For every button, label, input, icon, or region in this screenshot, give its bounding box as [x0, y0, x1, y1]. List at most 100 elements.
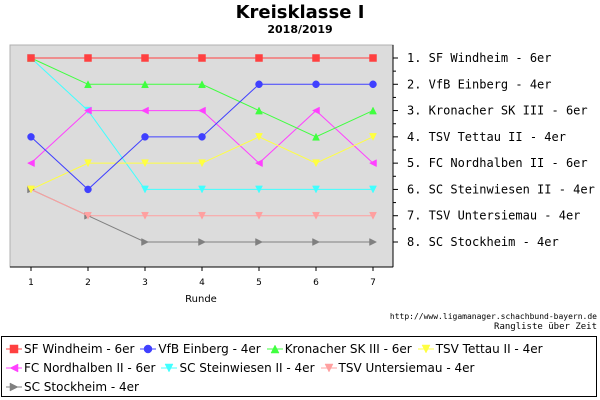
series-layer — [26, 53, 378, 246]
data-point — [140, 106, 149, 115]
data-point — [198, 185, 206, 194]
data-point — [369, 54, 377, 62]
legend-item: Kronacher SK III - 6er — [266, 342, 412, 356]
data-point — [141, 238, 150, 246]
legend-marker — [9, 344, 19, 354]
data-point — [198, 80, 206, 89]
data-point — [255, 54, 263, 62]
data-point — [255, 211, 263, 220]
data-point — [198, 54, 206, 62]
x-tick-label: 5 — [256, 278, 262, 288]
legend-label: FC Nordhalben II - 6er — [24, 361, 156, 375]
data-point — [312, 132, 320, 141]
data-point — [255, 106, 263, 115]
series-3 — [27, 53, 377, 141]
legend-marker — [144, 344, 153, 354]
standing-label: 6. SC Steinwiesen II - 4er — [407, 182, 595, 196]
data-point — [141, 159, 149, 168]
series-4 — [27, 133, 377, 194]
legend-symbol — [140, 344, 157, 354]
data-point — [369, 211, 377, 220]
x-tick-label: 4 — [199, 278, 205, 288]
x-tick-label: 6 — [313, 278, 319, 288]
data-point — [84, 185, 92, 194]
standing-label: 5. FC Nordhalben II - 6er — [407, 156, 588, 170]
legend-symbol — [6, 363, 22, 373]
legend-item: FC Nordhalben II - 6er — [6, 361, 155, 375]
data-point — [84, 54, 92, 62]
data-point — [141, 54, 149, 62]
legend: SF Windheim - 6er VfB Einberg - 4er Kronac… — [1, 336, 597, 397]
standing-label: 4. TSV Tettau II - 4er — [407, 130, 566, 144]
source-url[interactable]: http://www.ligamanager.schachbund-bayern… — [389, 312, 597, 321]
legend-label: SF Windheim - 6er — [24, 342, 135, 356]
data-point — [369, 133, 377, 141]
x-tick-label: 3 — [142, 278, 148, 288]
legend-item: VfB Einberg - 4er — [140, 342, 261, 356]
data-point — [197, 106, 206, 115]
legend-symbol — [417, 344, 434, 354]
legend-marker — [270, 344, 280, 354]
data-point — [312, 211, 320, 220]
legend-label: SC Steinwiesen II - 4er — [179, 361, 315, 375]
data-point — [255, 238, 264, 246]
standings-list: 1. SF Windheim - 6er 2. VfB Einberg - 4er… — [407, 51, 595, 249]
data-point — [141, 211, 149, 220]
data-point — [198, 211, 206, 220]
data-point — [254, 159, 263, 168]
data-point — [198, 133, 206, 141]
data-point — [141, 80, 149, 89]
line-chart: 1 2 3 4 5 6 7 1. SF Windheim - 6er 2. VfB Einbe… — [9, 44, 595, 305]
x-axis-label: Runde — [185, 294, 217, 305]
data-point — [198, 159, 206, 168]
data-point — [141, 133, 149, 141]
data-point — [141, 185, 149, 194]
data-point — [312, 159, 320, 168]
data-point — [27, 185, 35, 194]
chart-title: Kreisklasse I — [235, 2, 365, 23]
data-point — [26, 159, 35, 168]
standing-label: 3. Kronacher SK III - 6er — [407, 104, 588, 118]
legend-row: SF Windheim - 6er VfB Einberg - 4er Kronac… — [6, 339, 549, 359]
data-point — [27, 133, 35, 141]
data-point — [369, 185, 377, 194]
data-point — [255, 185, 263, 194]
x-tick-label: 2 — [85, 278, 91, 288]
legend-symbol — [6, 344, 22, 354]
legend-label: VfB Einberg - 4er — [158, 342, 261, 356]
data-point — [27, 54, 35, 62]
data-point — [83, 106, 92, 115]
data-point — [311, 106, 320, 115]
ranking-over-time-link[interactable]: Rangliste über Zeit — [494, 322, 597, 332]
legend-marker — [9, 363, 19, 373]
standing-label: 7. TSV Untersiemau - 4er — [407, 209, 580, 223]
data-point — [84, 159, 92, 168]
chart-subtitle: 2018/2019 — [267, 23, 333, 36]
plot-area — [9, 44, 394, 268]
legend-item: TSV Tettau II - 4er — [417, 342, 543, 356]
data-point — [255, 133, 263, 141]
data-point — [369, 106, 377, 115]
axes: 1 2 3 4 5 6 7 — [10, 45, 398, 288]
series-5 — [26, 106, 377, 168]
data-point — [84, 80, 92, 89]
legend-marker — [324, 363, 333, 373]
standing-label: 8. SC Stockheim - 4er — [407, 235, 559, 249]
legend-row: SC Stockheim - 4er — [6, 377, 145, 397]
legend-symbol — [320, 363, 337, 373]
series-1 — [27, 54, 377, 62]
legend-marker — [9, 382, 19, 392]
legend-label: Kronacher SK III - 6er — [284, 342, 412, 356]
standing-label: 2. VfB Einberg - 4er — [407, 77, 552, 91]
legend-symbol — [266, 344, 283, 354]
legend-marker — [421, 344, 431, 354]
standing-label: 1. SF Windheim - 6er — [407, 51, 552, 65]
data-point — [84, 211, 92, 220]
data-point — [198, 238, 207, 246]
data-point — [312, 54, 320, 62]
data-point — [369, 80, 377, 89]
legend-symbol — [161, 363, 178, 373]
legend-label: SC Stockheim - 4er — [24, 380, 139, 394]
data-point — [312, 80, 320, 89]
data-point — [312, 185, 320, 194]
